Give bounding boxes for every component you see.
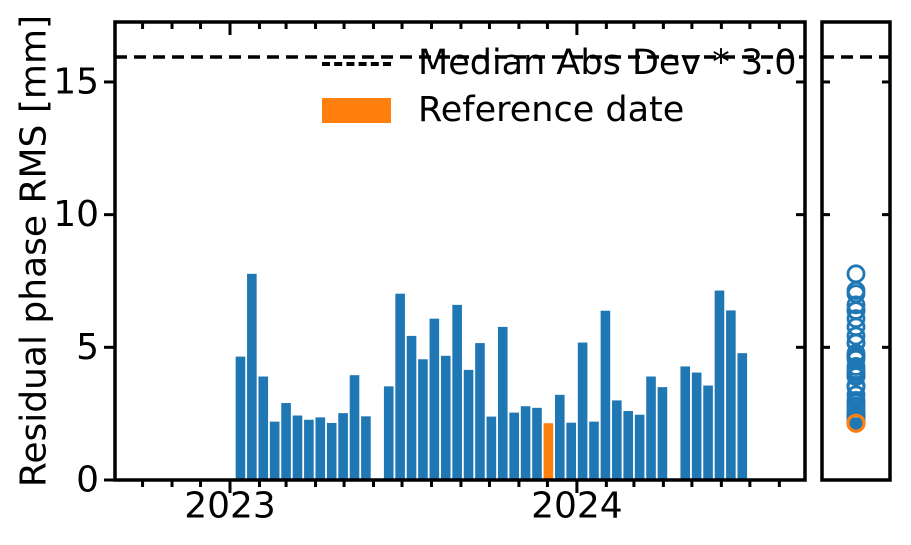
legend-item-threshold: Median Abs Dev * 3.0: [322, 40, 797, 87]
scatter-point: [846, 281, 866, 300]
bar: [383, 386, 394, 480]
bar: [406, 335, 417, 480]
bar: [691, 372, 702, 480]
bar: [486, 416, 497, 480]
bar: [497, 326, 508, 480]
reference-scatter-point: [846, 413, 866, 433]
bar: [600, 310, 611, 480]
bar: [395, 293, 405, 480]
bar: [634, 414, 645, 480]
y-tick-label: 0: [76, 460, 99, 501]
bar: [657, 387, 668, 480]
bar: [452, 304, 462, 480]
bar: [361, 416, 371, 480]
y-tick-label: 15: [53, 61, 99, 102]
bar: [463, 369, 474, 480]
legend: Median Abs Dev * 3.0 Reference date: [322, 40, 797, 134]
scatter-point: [846, 357, 866, 376]
scatter-point: [846, 343, 866, 363]
x-tick-label: 2023: [184, 486, 276, 527]
bar: [304, 419, 314, 480]
bar: [577, 342, 588, 480]
strip-panel-axes: [820, 20, 892, 482]
bar: [292, 415, 303, 480]
scatter-point: [846, 309, 866, 329]
bar: [737, 353, 748, 480]
legend-threshold-label: Median Abs Dev * 3.0: [418, 43, 797, 84]
bar: [680, 366, 691, 480]
bar: [646, 376, 656, 480]
bar: [554, 394, 565, 480]
dashed-line-marker: [322, 61, 391, 66]
bar: [726, 310, 736, 480]
bar: [612, 400, 622, 480]
scatter-point: [846, 363, 866, 382]
bar: [520, 406, 531, 480]
bar: [269, 421, 280, 480]
bar: [532, 407, 542, 480]
bar: [440, 355, 451, 480]
y-tick-label: 10: [53, 194, 99, 235]
scatter-point: [846, 295, 866, 315]
bar: [703, 385, 713, 480]
bar: [349, 375, 360, 480]
scatter-point: [846, 301, 866, 320]
y-tick-label: 5: [76, 327, 99, 368]
x-tick-label: 2024: [531, 486, 623, 527]
bar: [623, 411, 634, 480]
scatter-point: [846, 405, 866, 425]
bar: [326, 422, 337, 480]
y-axis-label: Residual phase RMS [mm]: [14, 15, 55, 487]
bar: [429, 318, 440, 480]
bar: [509, 412, 519, 480]
bar: [589, 421, 599, 480]
bar: [566, 422, 576, 480]
legend-reference-label: Reference date: [418, 90, 685, 131]
bar: [475, 343, 485, 480]
bar: [315, 417, 326, 480]
scatter-point: [846, 333, 866, 352]
reference-swatch: [322, 98, 391, 123]
bar: [418, 359, 428, 480]
bar: [258, 376, 269, 480]
legend-item-reference: Reference date: [322, 87, 797, 134]
bar: [235, 356, 246, 480]
scatter-point: [846, 376, 866, 395]
reference-bar: [543, 423, 554, 480]
bar: [714, 290, 725, 480]
bar: [281, 403, 291, 480]
bar: [338, 413, 348, 480]
bar: [247, 273, 257, 480]
scatter-point: [846, 264, 866, 284]
